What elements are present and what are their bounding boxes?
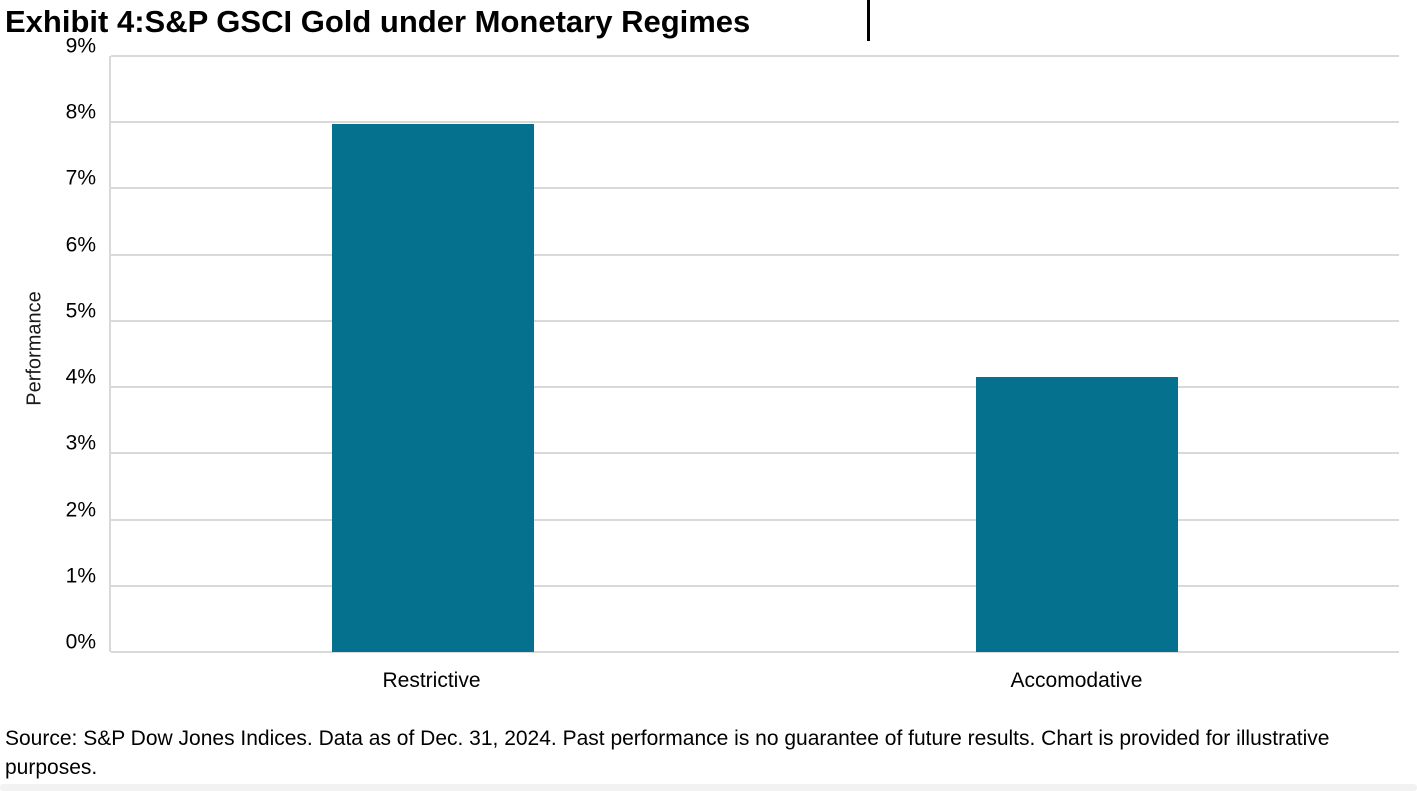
y-tick-label: 4%: [65, 365, 96, 389]
gridline: [111, 319, 1399, 322]
text-cursor-caret: [867, 0, 870, 41]
gridline: [111, 253, 1399, 256]
gridline: [111, 187, 1399, 190]
bar-accomodative: [976, 377, 1178, 652]
plot-area: [109, 55, 1399, 653]
y-axis-ticks: 0% 1% 2% 3% 4% 5% 6% 7% 8% 9%: [0, 36, 96, 654]
gridline: [111, 121, 1399, 124]
y-axis-title: Performance: [23, 291, 46, 406]
y-tick-label: 5%: [65, 299, 96, 323]
bottom-strip: [0, 784, 1417, 791]
y-tick-label: 9%: [65, 34, 96, 58]
chart-title[interactable]: Exhibit 4:S&P GSCI Gold under Monetary R…: [5, 4, 751, 39]
gridline: [111, 651, 1399, 653]
gridline: [111, 55, 1399, 57]
gridline: [111, 584, 1399, 587]
y-tick-label: 6%: [65, 233, 96, 257]
gridline: [111, 518, 1399, 521]
x-category-label: Restrictive: [382, 669, 481, 692]
bar-restrictive: [332, 124, 534, 652]
y-tick-label: 7%: [65, 166, 96, 190]
source-note: Source: S&P Dow Jones Indices. Data as o…: [5, 727, 1330, 779]
gridline: [111, 386, 1399, 389]
x-axis-labels: Restrictive Accomodative: [109, 666, 1399, 696]
y-tick-label: 1%: [65, 564, 96, 588]
gridline: [111, 452, 1399, 455]
y-tick-label: 2%: [65, 498, 96, 522]
y-tick-label: 3%: [65, 431, 96, 455]
y-tick-label: 0%: [65, 630, 96, 654]
x-category-label: Accomodative: [1010, 669, 1143, 692]
y-tick-label: 8%: [65, 100, 96, 124]
